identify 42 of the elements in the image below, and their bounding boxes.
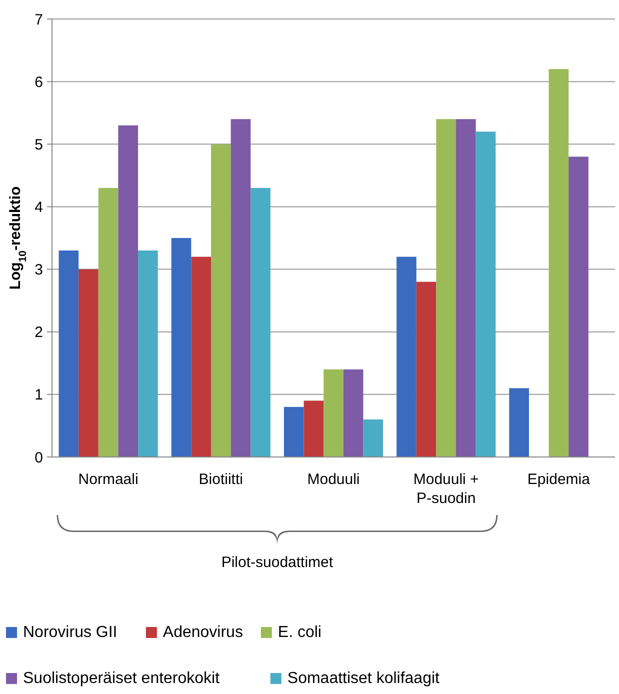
bar — [118, 125, 138, 457]
bar — [284, 406, 304, 457]
bar — [78, 269, 98, 457]
legend-label: Somaattiset kolifaagit — [287, 670, 440, 687]
y-tick-label: 2 — [34, 324, 43, 342]
bar — [476, 132, 496, 457]
bar — [230, 119, 251, 457]
legend-label: E. coli — [278, 624, 322, 641]
bar — [548, 69, 569, 457]
x-tick-label: Moduuli — [307, 471, 360, 488]
bar — [171, 238, 192, 457]
bar — [456, 119, 476, 457]
legend-label: Norovirus GII — [23, 624, 118, 641]
bar — [210, 144, 231, 457]
bar — [58, 250, 79, 457]
bar — [363, 419, 384, 457]
bar — [304, 400, 324, 457]
y-tick-label: 6 — [34, 74, 43, 91]
bar — [416, 282, 436, 457]
y-tick-label: 0 — [34, 449, 43, 466]
text: Pilot-suodattimet — [221, 554, 334, 571]
x-tick-label: Moduuli + P-suodin — [413, 471, 480, 507]
bar — [396, 256, 416, 457]
bar — [436, 119, 456, 457]
bar — [250, 188, 270, 457]
bar — [343, 369, 364, 457]
y-tick-label: 3 — [34, 262, 43, 279]
y-tick-label: 4 — [34, 198, 43, 216]
legend-label: Adenovirus — [162, 624, 243, 641]
bar — [138, 250, 158, 457]
bar — [98, 188, 118, 457]
y-tick-label: 7 — [34, 11, 43, 28]
x-tick-label: Epidemia — [527, 471, 591, 488]
x-tick-label: Biotiitti — [198, 471, 243, 488]
x-tick-label: Normaali — [78, 471, 138, 488]
bar — [509, 388, 529, 457]
bar — [568, 156, 588, 457]
legend-label: Suolistoperäiset enterokokit — [23, 670, 220, 687]
y-tick-label: 5 — [34, 136, 43, 154]
bar — [324, 369, 344, 457]
y-tick-label: 1 — [34, 386, 43, 404]
bar — [191, 256, 211, 457]
